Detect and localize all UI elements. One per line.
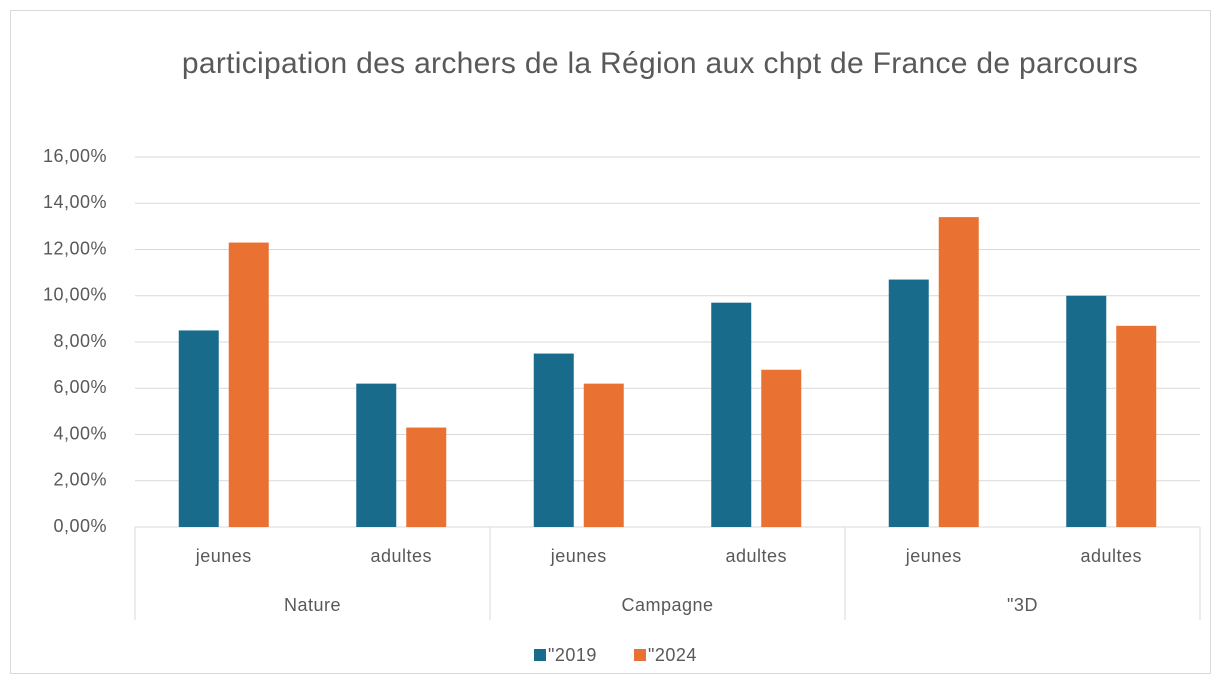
group-label: Campagne (621, 595, 713, 615)
y-tick-label: 16,00% (43, 146, 107, 166)
x-tick-label: jeunes (195, 546, 252, 566)
x-tick-label: jeunes (550, 546, 607, 566)
chart-title: participation des archers de la Région a… (181, 47, 1139, 80)
bar (938, 217, 979, 527)
x-tick-label: jeunes (905, 546, 962, 566)
bar (711, 302, 752, 527)
y-tick-label: 10,00% (43, 285, 107, 305)
x-tick-label: adultes (1080, 546, 1142, 566)
chart-border (10, 10, 1211, 674)
x-tick-label: adultes (725, 546, 787, 566)
bar (533, 353, 574, 527)
legend-label: "2019 (548, 645, 597, 665)
bar (583, 383, 624, 527)
group-label: Nature (284, 595, 341, 615)
bar (888, 279, 929, 527)
legend-swatch (634, 649, 646, 661)
y-tick-label: 0,00% (53, 516, 107, 536)
y-tick-label: 14,00% (43, 192, 107, 212)
bar (228, 242, 269, 527)
y-tick-label: 6,00% (53, 377, 107, 397)
bar (1066, 295, 1107, 527)
y-tick-label: 4,00% (53, 423, 107, 443)
y-tick-label: 8,00% (53, 331, 107, 351)
y-tick-label: 2,00% (53, 470, 107, 490)
y-tick-label: 12,00% (43, 238, 107, 258)
legend-swatch (534, 649, 546, 661)
bar (406, 427, 447, 527)
x-tick-label: adultes (370, 546, 432, 566)
legend-label: "2024 (648, 645, 697, 665)
bar (1116, 325, 1157, 527)
group-label: "3D (1007, 595, 1038, 615)
bar (761, 369, 802, 527)
bar (356, 383, 397, 527)
bar (178, 330, 219, 527)
